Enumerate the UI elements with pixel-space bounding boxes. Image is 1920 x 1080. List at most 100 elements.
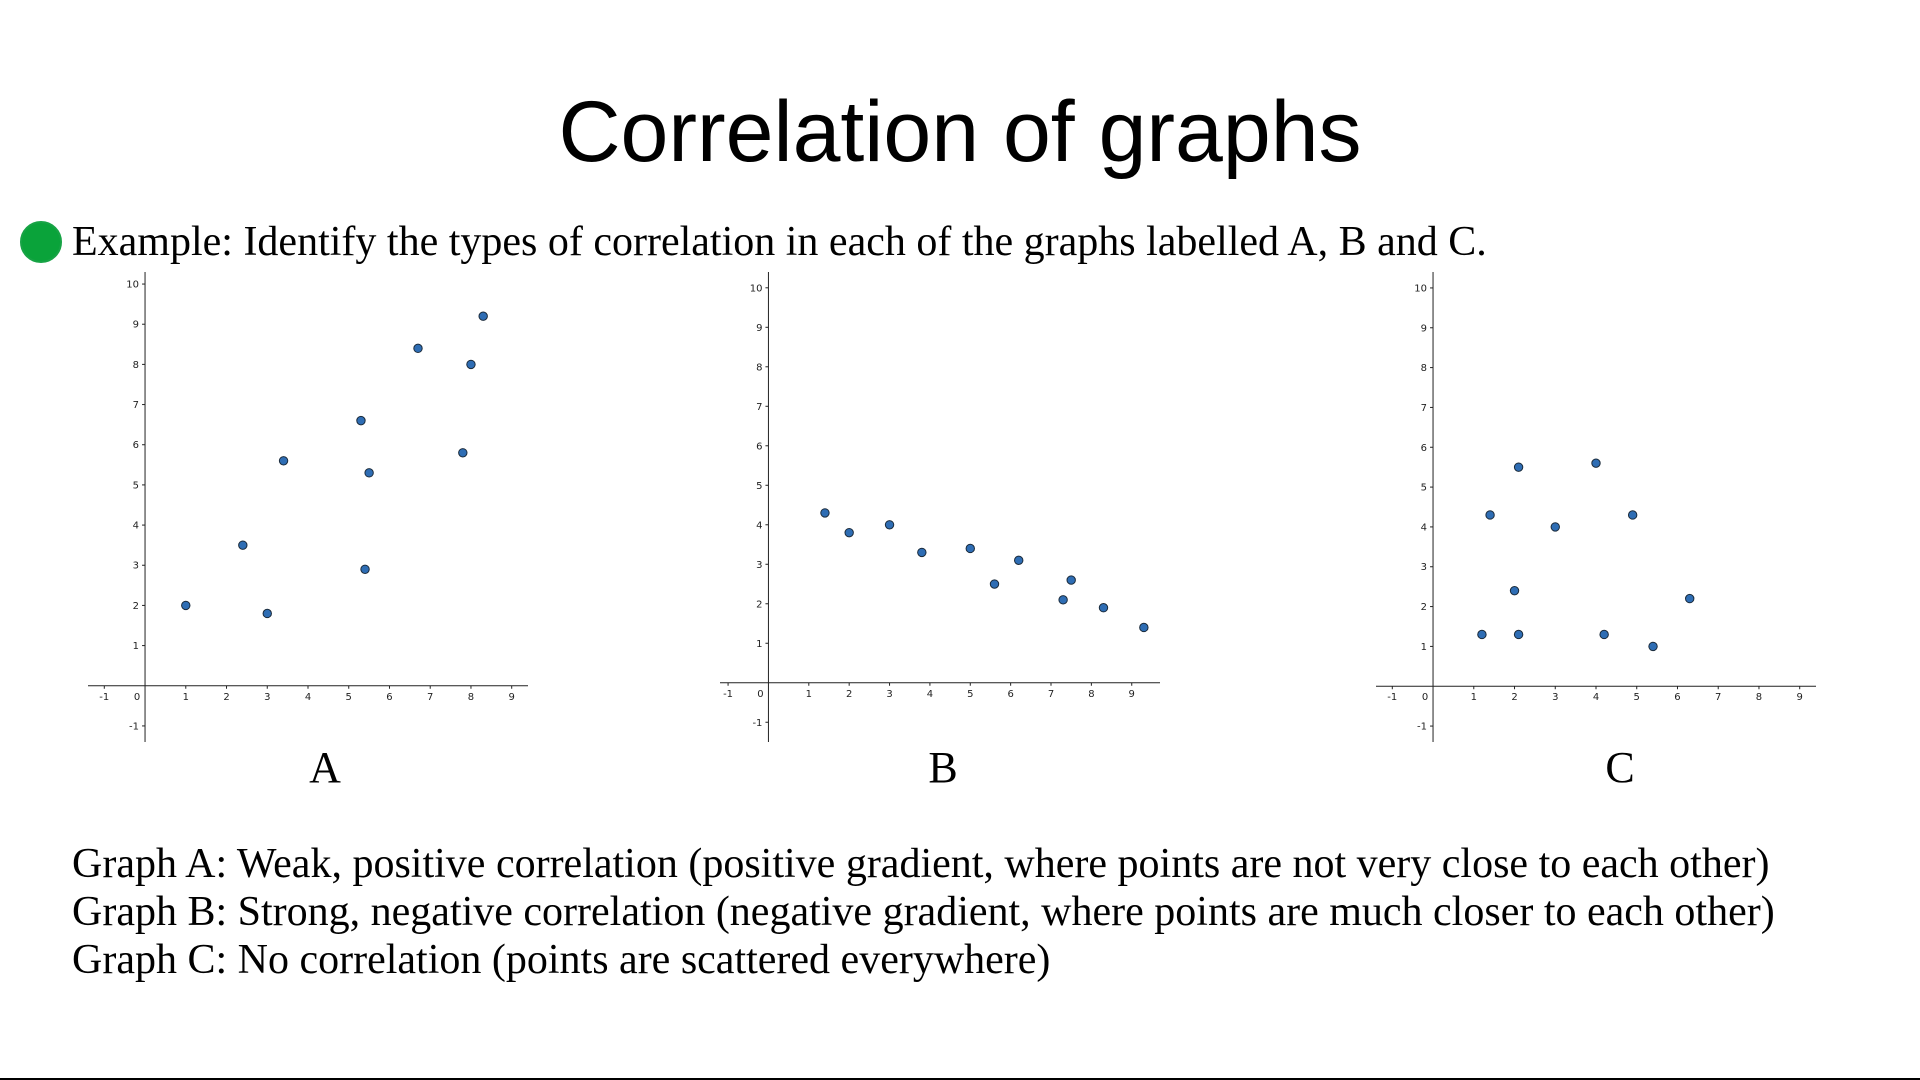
- x-tick-label-b: 9: [1129, 689, 1135, 700]
- x-tick-label-b: 7: [1048, 689, 1054, 700]
- y-tick-label-c: 8: [1421, 363, 1427, 374]
- x-tick-label-a: 8: [468, 692, 474, 703]
- x-tick-label-b: -1: [723, 689, 733, 700]
- data-point-a: [364, 468, 374, 478]
- y-tick-label-b: 7: [756, 402, 762, 413]
- data-point-b: [844, 527, 854, 538]
- data-point-a: [356, 415, 366, 426]
- x-tick-label-a: -1: [99, 692, 109, 703]
- data-point-b: [1098, 603, 1109, 613]
- data-point-a: [262, 608, 272, 619]
- x-tick-label-a: 5: [346, 692, 352, 703]
- y-tick-label-a: 4: [133, 521, 139, 532]
- x-tick-label-c: 6: [1674, 692, 1680, 703]
- scatter-plot-a: -1 0 1 2 3 4 5 6 7 8 9 -1 1 2 3 4 5 6 7 8 9 10: [88, 272, 528, 742]
- x-tick-label-b: 5: [967, 689, 973, 700]
- data-point-a: [360, 564, 370, 574]
- y-tick-label-c: 6: [1421, 443, 1427, 454]
- y-tick-label-b: -1: [752, 718, 762, 729]
- data-point-a: [238, 540, 248, 550]
- x-tick-label-a: 9: [509, 692, 515, 703]
- x-tick-label-c: 4: [1593, 692, 1599, 703]
- data-point-c: [1485, 510, 1495, 520]
- data-point-a: [278, 456, 289, 466]
- x-tick-label-b: 4: [927, 689, 933, 700]
- x-tick-label-b: 0: [757, 689, 763, 700]
- y-tick-label-b: 1: [756, 639, 762, 650]
- data-point-b: [884, 520, 895, 530]
- y-tick-label-a: 8: [133, 360, 139, 371]
- y-tick-label-c: 4: [1421, 522, 1427, 533]
- example-bullet: Example: Identify the types of correlati…: [20, 214, 1487, 270]
- x-tick-label-c: -1: [1387, 692, 1397, 703]
- scatter-plot-b: -1 0 1 2 3 4 5 6 7 8 9 -1 1 2 3 4 5 6 7 8 9 10: [720, 272, 1160, 742]
- y-tick-label-a: 1: [133, 641, 139, 652]
- y-tick-label-b: 6: [756, 441, 762, 452]
- x-tick-label-c: 7: [1715, 692, 1721, 703]
- y-tick-label-a: 5: [133, 480, 139, 491]
- scatter-plot-c: -1 0 1 2 3 4 5 6 7 8 9 -1 1 2 3 4 5 6 7 8 9 10: [1376, 272, 1816, 742]
- y-tick-label-a: 7: [133, 400, 139, 411]
- slide-bottom-border: [0, 1078, 1920, 1080]
- x-tick-label-a: 0: [134, 692, 140, 703]
- data-point-c: [1477, 629, 1487, 640]
- data-point-c: [1509, 585, 1520, 596]
- x-tick-label-a: 1: [183, 692, 189, 703]
- x-tick-label-c: 5: [1634, 692, 1640, 703]
- x-tick-label-b: 1: [806, 689, 812, 700]
- answer-graph-c: Graph C: No correlation (points are scat…: [72, 937, 1051, 983]
- data-point-c: [1513, 629, 1524, 640]
- x-tick-label-a: 4: [305, 692, 311, 703]
- y-tick-label-b: 3: [756, 560, 762, 571]
- data-point-a: [181, 600, 191, 611]
- x-tick-label-b: 2: [846, 689, 852, 700]
- answers-block: Graph A: Weak, positive correlation (pos…: [72, 840, 1775, 984]
- x-tick-label-b: 6: [1007, 689, 1013, 700]
- data-point-b: [1139, 622, 1149, 633]
- graph-label-c: C: [1605, 743, 1635, 792]
- y-tick-label-a: 3: [133, 561, 139, 572]
- data-point-c: [1550, 522, 1560, 532]
- x-tick-label-c: 1: [1471, 692, 1477, 703]
- x-tick-label-c: 2: [1511, 692, 1517, 703]
- answer-graph-a: Graph A: Weak, positive correlation (pos…: [72, 841, 1770, 887]
- y-tick-label-c: 10: [1414, 283, 1427, 294]
- data-point-b: [1058, 595, 1068, 605]
- y-tick-label-b: 10: [750, 283, 763, 294]
- y-tick-label-c: -1: [1417, 722, 1427, 733]
- data-point-a: [478, 311, 488, 321]
- x-tick-label-c: 9: [1797, 692, 1803, 703]
- data-point-b: [989, 579, 1000, 589]
- x-tick-label-b: 3: [886, 689, 892, 700]
- data-point-c: [1591, 458, 1601, 468]
- y-tick-label-c: 7: [1421, 403, 1427, 414]
- x-tick-label-a: 7: [427, 692, 433, 703]
- y-tick-label-a: 6: [133, 440, 139, 451]
- answer-graph-b: Graph B: Strong, negative correlation (n…: [72, 889, 1775, 935]
- data-point-c: [1513, 462, 1524, 472]
- y-tick-label-a: -1: [129, 721, 139, 732]
- y-tick-label-a: 10: [126, 280, 139, 291]
- data-point-a: [466, 359, 476, 370]
- graph-label-b: B: [928, 743, 958, 792]
- data-point-c: [1648, 641, 1658, 652]
- graph-label-a: A: [309, 743, 341, 792]
- y-tick-label-a: 9: [133, 320, 139, 331]
- data-point-a: [458, 448, 468, 458]
- y-tick-label-c: 5: [1421, 483, 1427, 494]
- y-tick-label-b: 8: [756, 362, 762, 373]
- x-tick-label-a: 6: [386, 692, 392, 703]
- y-tick-label-b: 9: [756, 323, 762, 334]
- example-text: Example: Identify the types of correlati…: [72, 219, 1487, 265]
- data-point-c: [1627, 510, 1638, 520]
- bullet-dot-icon: [20, 221, 62, 263]
- y-tick-label-b: 4: [756, 520, 762, 531]
- y-tick-label-b: 2: [756, 599, 762, 610]
- slide-title: Correlation of graphs: [558, 84, 1362, 180]
- data-point-b: [1014, 555, 1024, 566]
- data-point-a: [413, 343, 423, 354]
- data-point-b: [917, 547, 927, 558]
- data-point-b: [965, 543, 975, 554]
- y-tick-label-c: 3: [1421, 562, 1427, 573]
- data-point-c: [1599, 629, 1609, 640]
